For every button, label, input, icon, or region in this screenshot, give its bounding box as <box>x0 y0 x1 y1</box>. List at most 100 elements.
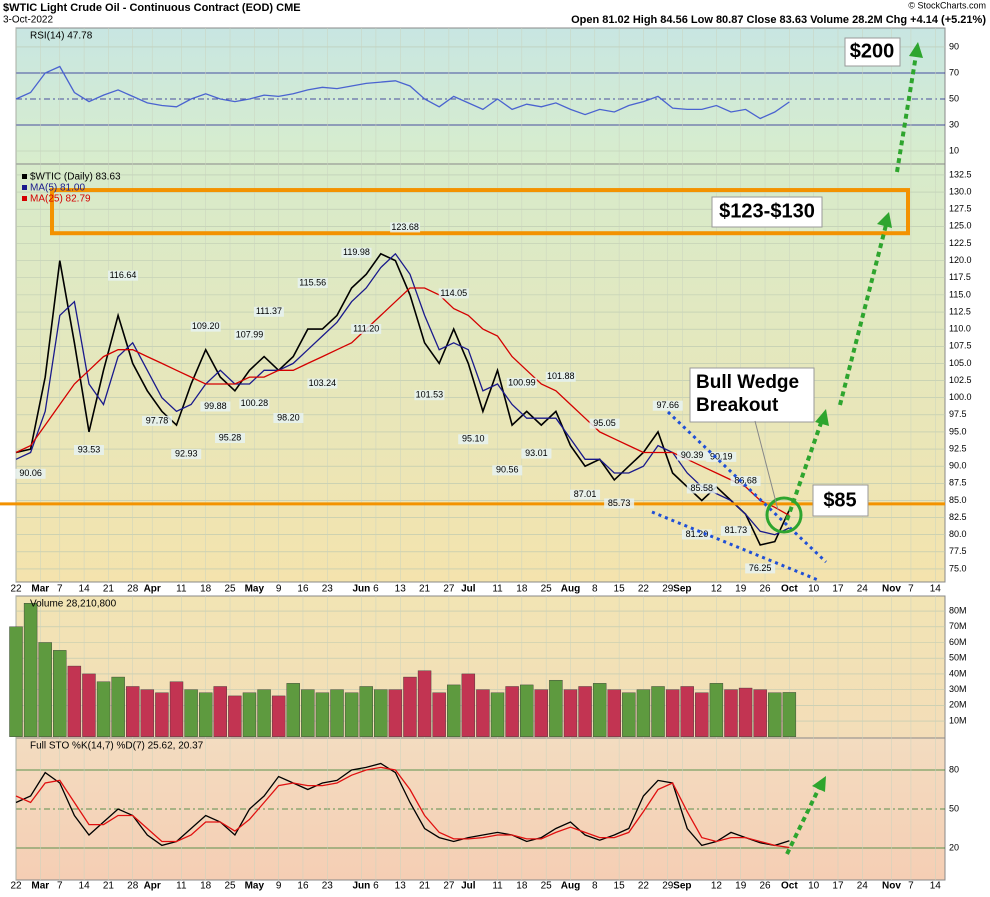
x-tick-label: 7 <box>57 584 63 595</box>
volume-bar <box>242 692 257 737</box>
series-line <box>15 65 790 120</box>
y-tick-label: 85.0 <box>949 495 967 505</box>
x-tick-label: 21 <box>103 881 115 892</box>
peak-label: 114.05 <box>440 288 467 298</box>
legend-swatch <box>22 185 27 190</box>
volume-bar <box>374 689 388 737</box>
y-tick-label: 60M <box>949 637 967 647</box>
volume-bar <box>476 689 490 737</box>
y-tick-label: 97.5 <box>949 409 967 419</box>
peak-label-bg <box>545 371 576 382</box>
volume-bar <box>680 686 694 737</box>
y-tick-label: 10M <box>949 715 967 725</box>
peak-label: 115.56 <box>299 277 326 287</box>
x-tick-label: 13 <box>395 881 407 892</box>
x-tick-label: 21 <box>419 881 431 892</box>
y-tick-label: 80M <box>949 605 967 615</box>
callout-box <box>812 484 869 517</box>
volume-bar <box>534 689 548 737</box>
x-tick-label: 18 <box>200 881 212 892</box>
peak-label: 99.88 <box>204 401 227 411</box>
peak-label: 86.68 <box>734 475 757 485</box>
x-tick-label: 12 <box>711 584 723 595</box>
peak-label: 90.39 <box>681 450 704 460</box>
wedge-lines <box>651 410 828 582</box>
peak-label: 85.58 <box>691 483 714 493</box>
callout-text: Breakout <box>696 395 779 416</box>
credit: © StockCharts.com <box>908 0 986 10</box>
callout-box <box>689 367 815 423</box>
volume-bar <box>228 695 242 737</box>
y-tick-label: 130.0 <box>949 186 972 196</box>
x-tick-label: Mar <box>31 584 49 595</box>
peak-label: 97.66 <box>656 400 679 410</box>
x-tick-label: 14 <box>79 881 91 892</box>
peak-label-bg <box>239 398 270 409</box>
peak-label: 116.64 <box>110 270 137 280</box>
volume-bar <box>782 692 797 737</box>
peak-label-bg <box>108 270 139 281</box>
volume-bar <box>432 692 446 737</box>
peak-label: 85.73 <box>608 498 631 508</box>
peak-label-bg <box>686 483 717 494</box>
x-tick-label: 12 <box>711 881 723 892</box>
chart-title: $WTIC Light Crude Oil - Continuous Contr… <box>3 2 301 14</box>
callout-text: $200 <box>850 40 895 62</box>
x-tick-label: Jun <box>352 881 370 892</box>
target-zone <box>50 188 910 236</box>
peak-label: 87.01 <box>574 489 597 499</box>
peak-label: 111.37 <box>256 306 282 316</box>
y-tick-label: 92.5 <box>949 443 967 453</box>
peak-label-bg <box>200 401 231 412</box>
peak-label-bg <box>142 415 173 426</box>
legend-swatch <box>22 196 27 201</box>
x-tick-label: Apr <box>144 584 161 595</box>
peak-label: 123.68 <box>391 222 419 232</box>
volume-bar <box>417 670 432 737</box>
x-tick-label: 11 <box>492 584 503 595</box>
x-tick-label: 19 <box>735 584 747 595</box>
peak-label-bg <box>652 400 683 411</box>
y-tick-label: 40M <box>949 668 967 678</box>
peak-label-bg <box>73 445 104 456</box>
x-tick-label: Nov <box>882 881 901 892</box>
peak-label-bg <box>745 563 776 574</box>
x-tick-label: 28 <box>127 584 139 595</box>
peak-label-bg <box>15 468 46 479</box>
peak-label-bg <box>720 525 751 536</box>
x-tick-label: 13 <box>395 584 407 595</box>
volume-bar <box>38 642 52 737</box>
volume-bar <box>665 689 680 737</box>
peak-label: 119.98 <box>343 247 370 257</box>
volume-bar <box>257 689 271 737</box>
y-tick-label: 117.5 <box>949 272 971 282</box>
x-tick-label: 24 <box>857 881 869 892</box>
y-tick-label: 95.0 <box>949 426 967 436</box>
peak-label: 92.93 <box>175 448 198 458</box>
volume-bar <box>286 683 300 737</box>
y-tick-label: 77.5 <box>949 546 967 556</box>
volume-bar <box>578 686 592 737</box>
x-tick-label: 19 <box>735 881 747 892</box>
peak-label: 93.01 <box>525 448 548 458</box>
volume-bar <box>461 673 476 737</box>
x-tick-label: 22 <box>10 584 22 595</box>
x-tick-label: Apr <box>144 881 161 892</box>
rsi-panel <box>15 27 946 165</box>
y-tick-label: 90 <box>949 41 959 51</box>
x-tick-label: 18 <box>200 584 212 595</box>
volume-bar <box>549 679 563 737</box>
peak-label-bg <box>604 498 635 509</box>
legend-label: MA(5) 81.00 <box>30 183 85 194</box>
peak-label-bg <box>506 377 537 388</box>
peak-label: 100.99 <box>508 377 536 387</box>
x-tick-label: 21 <box>103 584 115 595</box>
peak-label: 101.88 <box>547 371 575 381</box>
volume-bar <box>753 689 767 737</box>
callout-box <box>711 196 823 228</box>
y-tick-label: 132.5 <box>949 169 972 179</box>
x-tick-label: 26 <box>759 584 771 595</box>
breakout-circle <box>765 496 803 534</box>
x-tick-label: 10 <box>808 584 820 595</box>
peak-label: 81.73 <box>725 525 748 535</box>
